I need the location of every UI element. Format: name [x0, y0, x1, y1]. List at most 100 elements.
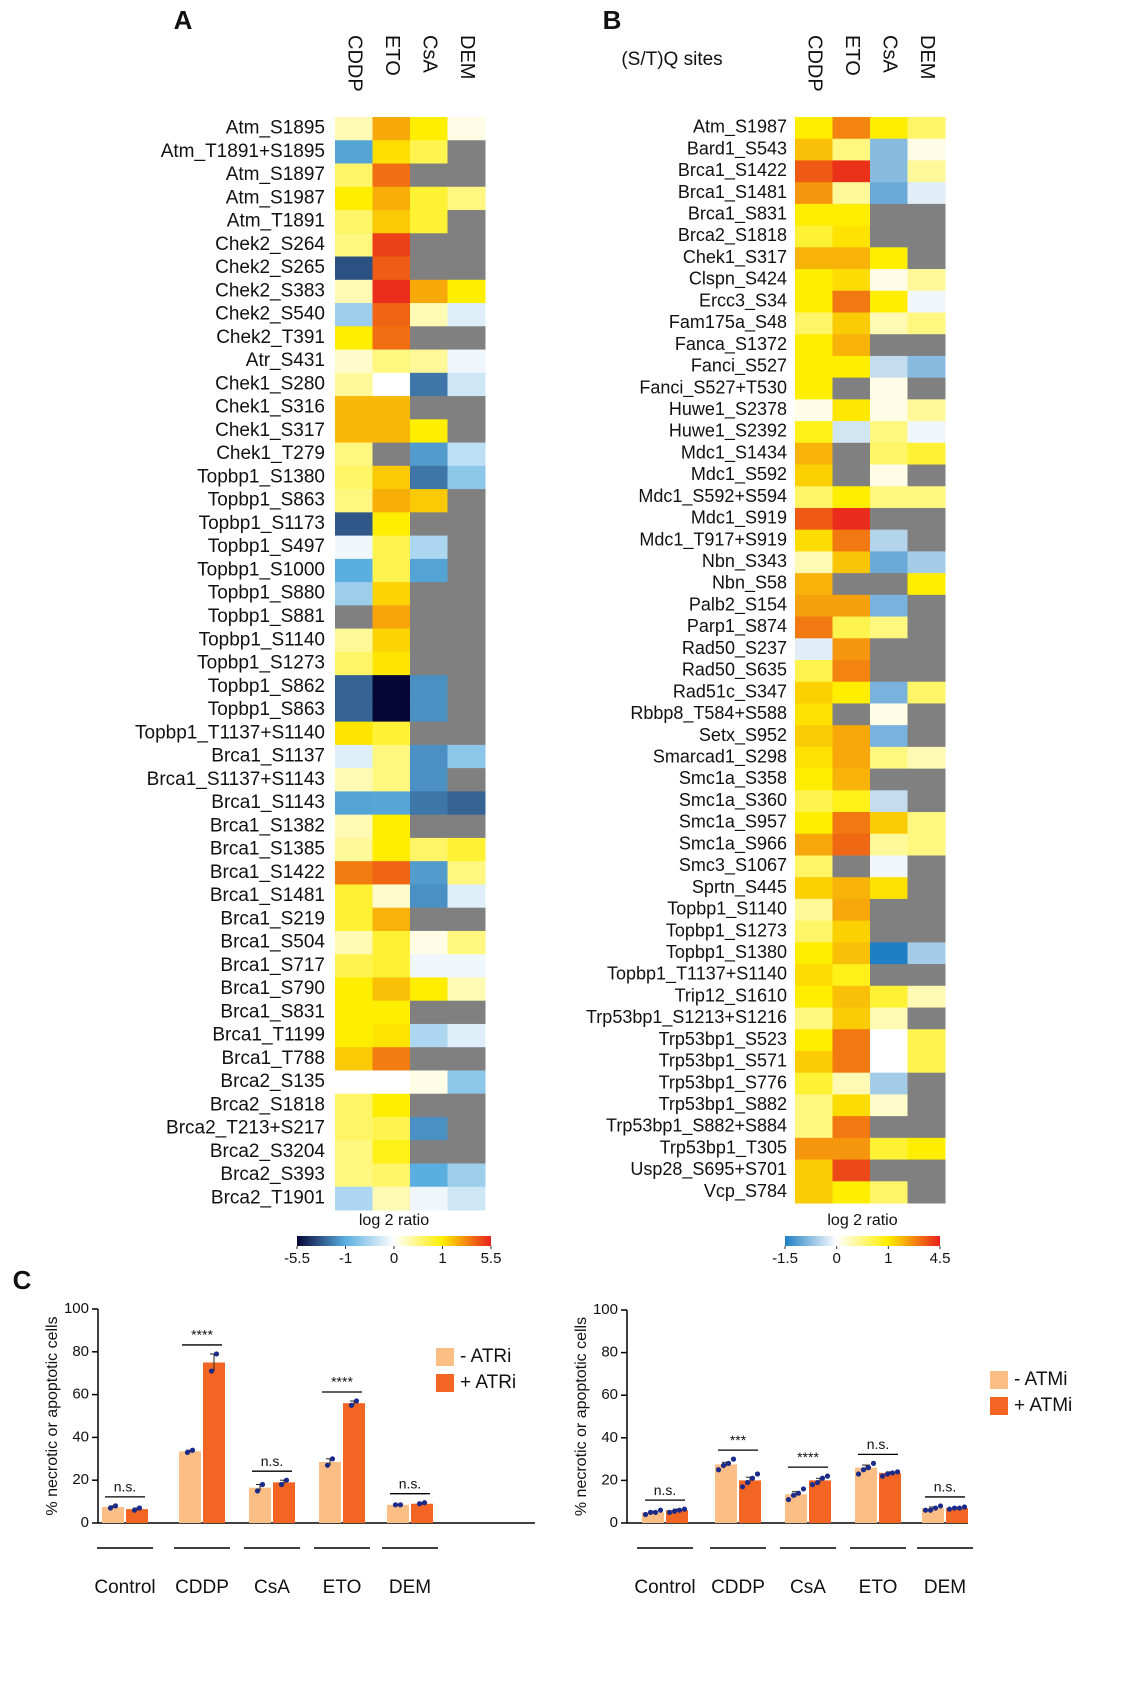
heatmap-cell [335, 651, 373, 676]
heatmap-cell [907, 573, 946, 596]
heatmap-cell [795, 1094, 833, 1117]
heatmap-cell [795, 269, 833, 292]
heatmap-cell [335, 1047, 373, 1071]
heatmap-cell [410, 303, 448, 327]
heatmap-cell [335, 628, 373, 653]
row-label: Clspn_S424 [689, 269, 787, 290]
heatmap-cell [335, 954, 373, 978]
heatmap-cell [372, 977, 411, 1002]
heatmap-cell [907, 182, 946, 205]
x-tick-label: ETO [859, 1577, 898, 1598]
data-point [739, 1484, 746, 1490]
heatmap-cell [907, 746, 946, 770]
heatmap-cell [795, 138, 833, 161]
missing-cell [447, 582, 486, 606]
missing-cell [410, 651, 448, 676]
heatmap-cell [870, 1181, 908, 1204]
missing-cell [907, 660, 946, 683]
row-label: Topbp1_S1140 [199, 629, 325, 650]
row-label: Vcp_S784 [704, 1181, 787, 1202]
row-label: Brca1_S1137 [211, 746, 325, 767]
row-label: Trp53bp1_S882+S884 [606, 1116, 787, 1137]
heatmap-cell [447, 861, 486, 885]
heatmap-cell [372, 210, 411, 234]
x-tick-label: CsA [254, 1577, 290, 1598]
y-axis-label: % necrotic or apoptotic cells [573, 1317, 590, 1516]
y-tick-label: 60 [72, 1386, 89, 1403]
heatmap-cell [907, 551, 946, 574]
data-point [865, 1465, 872, 1471]
row-label: Brca2_S1818 [678, 225, 787, 246]
row-label: Setx_S952 [699, 725, 787, 746]
row-label: Rbbp8_T584+S588 [630, 703, 787, 724]
missing-cell [907, 855, 946, 878]
row-label: Atm_T1891+S1895 [161, 141, 325, 162]
missing-cell [907, 1094, 946, 1117]
missing-cell [832, 464, 871, 487]
heatmap-cell [372, 721, 411, 746]
heatmap-cell [335, 930, 373, 955]
heatmap-cell [795, 1050, 833, 1074]
row-label: Chek1_S317 [683, 247, 787, 268]
heatmap-cell [447, 303, 486, 327]
missing-cell [907, 334, 946, 357]
missing-cell [907, 616, 946, 639]
heatmap-cell [795, 486, 833, 509]
heatmap-cell [795, 898, 833, 922]
heatmap-cell [372, 954, 411, 978]
heatmap-cell [447, 1023, 486, 1048]
row-label: Trp53bp1_T305 [660, 1137, 787, 1158]
heatmap-cell [335, 349, 373, 374]
heatmap-cell [832, 355, 871, 379]
row-label: Brca1_T788 [221, 1048, 325, 1069]
missing-cell [447, 326, 486, 351]
missing-cell [410, 1140, 448, 1164]
row-label: Mdc1_S919 [691, 508, 787, 529]
row-label: Topbp1_S1380 [666, 942, 787, 963]
heatmap-cell [335, 326, 373, 351]
bar [387, 1504, 409, 1523]
heatmap-cell [870, 877, 908, 900]
heatmap-cell [832, 877, 871, 900]
heatmap-cell [907, 833, 946, 856]
heatmap-cell [870, 529, 908, 552]
missing-cell [447, 140, 486, 165]
heatmap-cell [372, 651, 411, 676]
heatmap-cell [410, 977, 448, 1002]
heatmap-cell [335, 1163, 373, 1188]
heatmap-cell [832, 334, 871, 357]
heatmap-cell [410, 884, 448, 909]
heatmap-cell [870, 855, 908, 878]
heatmap-cell [795, 1137, 833, 1161]
heatmap-cell [410, 791, 448, 816]
heatmap-cell [335, 1186, 373, 1211]
bar [855, 1467, 877, 1523]
heatmap-cell [795, 790, 833, 813]
y-tick-label: 80 [72, 1343, 89, 1360]
missing-cell [870, 768, 908, 791]
data-point [642, 1511, 649, 1518]
row-label: Chek2_S264 [215, 234, 325, 255]
heatmap-cell [372, 303, 411, 327]
heatmap-cell [795, 203, 833, 227]
data-point [922, 1507, 929, 1513]
row-label: Brca1_S1422 [678, 160, 787, 181]
heatmap-cell [335, 861, 373, 885]
heatmap-cell [335, 419, 373, 444]
heatmap-cell [372, 372, 411, 397]
data-point [131, 1507, 138, 1513]
missing-cell [870, 920, 908, 943]
heatmap-cell [870, 160, 908, 183]
heatmap-cell [832, 312, 871, 335]
row-label: Brca1_S790 [220, 978, 325, 999]
heatmap-cell [832, 616, 871, 639]
heatmap-cell [870, 290, 908, 313]
heatmap-cell [372, 1047, 411, 1071]
row-label: Brca2_S135 [220, 1071, 325, 1092]
y-tick-label: 100 [593, 1301, 618, 1318]
missing-cell [447, 628, 486, 653]
missing-cell [447, 651, 486, 676]
heatmap-cell [372, 233, 411, 258]
row-label: Brca2_T213+S217 [166, 1118, 325, 1139]
heatmap-cell [832, 529, 871, 552]
